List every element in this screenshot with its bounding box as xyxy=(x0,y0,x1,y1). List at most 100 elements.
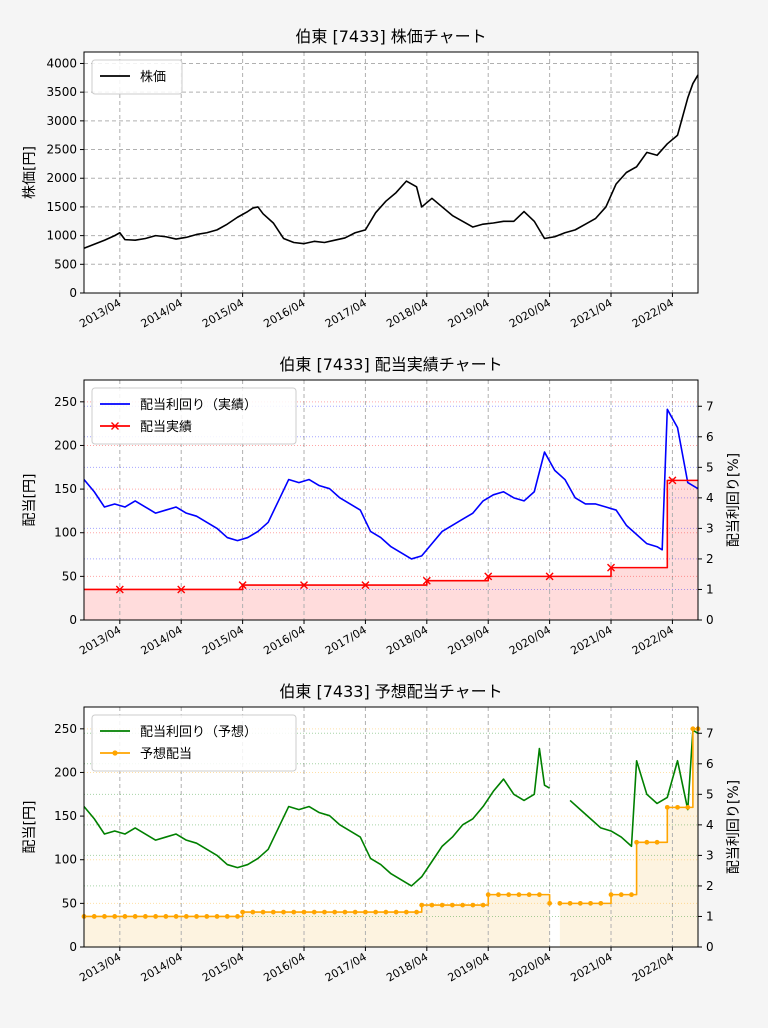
y2-tick-label: 1 xyxy=(706,909,714,923)
data-point-marker xyxy=(536,892,542,898)
y2-tick-label: 3 xyxy=(706,521,714,535)
data-point-marker xyxy=(598,900,604,906)
y-tick-label: 3500 xyxy=(46,85,77,99)
legend-box xyxy=(91,59,183,95)
data-point-marker xyxy=(685,804,691,810)
x-tick-label: 2013/04 xyxy=(77,950,123,984)
data-point-marker xyxy=(485,892,491,898)
data-point-marker xyxy=(526,892,532,898)
y2-tick-label: 3 xyxy=(706,848,714,862)
data-point-marker xyxy=(102,914,107,919)
y2-tick-label: 0 xyxy=(706,940,714,954)
chart-panel-3: 2013/04 2014/04 2015/04 2016/04 2017/04 2018/… xyxy=(22,682,742,984)
data-point-marker xyxy=(132,914,138,919)
x-tick-label: 2019/04 xyxy=(446,950,492,984)
data-point-marker xyxy=(664,804,670,810)
y2-tick-label: 7 xyxy=(706,399,714,413)
y-tick-label: 150 xyxy=(54,809,77,823)
data-point-marker xyxy=(607,563,616,572)
x-tick-label: 2018/04 xyxy=(384,296,430,330)
legend-label: 配当利回り（実績） xyxy=(140,397,257,413)
series-line-1 xyxy=(83,74,699,249)
chart-panel-2: 2013/04 2014/04 2015/04 2016/04 2017/04 2018/… xyxy=(22,355,742,657)
data-point-marker xyxy=(480,902,486,908)
y-axis-label: 株価[円] xyxy=(22,146,38,199)
y2-axis-label: 配当利回り[%] xyxy=(726,453,742,547)
axes-frame xyxy=(83,706,699,948)
data-point-marker xyxy=(496,892,501,898)
dividend-area-fill xyxy=(84,894,550,947)
data-point-marker xyxy=(224,914,230,919)
data-point-marker xyxy=(460,902,466,908)
data-point-marker xyxy=(91,914,97,919)
y-tick-label: 0 xyxy=(69,940,77,954)
data-point-marker xyxy=(419,902,425,908)
data-point-marker xyxy=(270,909,276,915)
data-point-marker xyxy=(690,726,696,732)
data-point-marker xyxy=(260,909,266,915)
legend-box xyxy=(91,387,297,445)
data-point-marker xyxy=(373,909,379,915)
data-point-marker xyxy=(250,909,256,915)
x-tick-label: 2020/04 xyxy=(507,950,553,984)
data-point-marker xyxy=(634,839,639,845)
data-point-marker xyxy=(393,909,399,915)
data-point-marker xyxy=(545,572,554,581)
legend-marker xyxy=(111,422,119,430)
chart-title: 伯東 [7433] 予想配当チャート xyxy=(279,682,502,701)
dividend-area-fill xyxy=(559,728,698,947)
series-line-1 xyxy=(83,408,699,560)
y-tick-label: 0 xyxy=(69,286,77,300)
y-tick-label: 200 xyxy=(54,765,77,779)
data-point-marker xyxy=(675,804,680,810)
data-point-marker xyxy=(352,909,358,915)
data-point-marker xyxy=(547,900,553,906)
data-point-marker xyxy=(668,476,677,485)
data-point-marker xyxy=(281,909,286,915)
data-point-marker xyxy=(153,914,159,919)
y2-tick-label: 7 xyxy=(706,726,714,740)
y-tick-label: 1500 xyxy=(46,200,77,214)
x-tick-label: 2021/04 xyxy=(568,623,614,657)
data-point-marker xyxy=(450,902,455,908)
x-tick-label: 2022/04 xyxy=(630,296,676,330)
chart-panel-1: 2013/04 2014/04 2015/04 2016/04 2017/04 2018/… xyxy=(22,27,699,330)
data-point-marker xyxy=(588,900,593,906)
data-point-marker xyxy=(322,909,327,915)
legend-label: 配当利回り（予想） xyxy=(140,724,257,740)
x-tick-label: 2017/04 xyxy=(323,623,369,657)
series-line-1 xyxy=(83,729,699,887)
data-point-marker xyxy=(214,914,220,919)
data-point-marker xyxy=(618,892,624,898)
data-point-marker xyxy=(183,914,189,919)
data-point-marker xyxy=(422,576,431,585)
data-point-marker xyxy=(173,914,179,919)
y2-tick-label: 0 xyxy=(706,613,714,627)
y2-axis-label: 配当利回り[%] xyxy=(726,780,742,874)
data-point-marker xyxy=(332,909,338,915)
y-tick-label: 4000 xyxy=(46,56,77,70)
x-tick-label: 2015/04 xyxy=(200,296,246,330)
legend-label: 株価 xyxy=(140,70,166,85)
data-point-marker xyxy=(291,909,297,915)
y-tick-label: 2000 xyxy=(46,171,77,185)
x-tick-label: 2016/04 xyxy=(261,296,307,330)
data-point-marker xyxy=(608,892,614,898)
x-tick-label: 2013/04 xyxy=(77,623,123,657)
y-tick-label: 50 xyxy=(62,569,77,583)
data-point-marker xyxy=(311,909,317,915)
data-point-marker xyxy=(194,914,199,919)
x-tick-label: 2019/04 xyxy=(446,296,492,330)
data-point-marker xyxy=(122,914,128,919)
legend-label: 配当実績 xyxy=(140,419,192,435)
y-tick-label: 0 xyxy=(69,613,77,627)
data-point-marker xyxy=(361,581,370,590)
data-point-marker xyxy=(470,902,476,908)
y-tick-label: 1000 xyxy=(46,229,77,243)
x-tick-label: 2013/04 xyxy=(77,296,123,330)
y-tick-label: 100 xyxy=(54,526,77,540)
x-tick-label: 2015/04 xyxy=(200,950,246,984)
y-tick-label: 150 xyxy=(54,482,77,496)
